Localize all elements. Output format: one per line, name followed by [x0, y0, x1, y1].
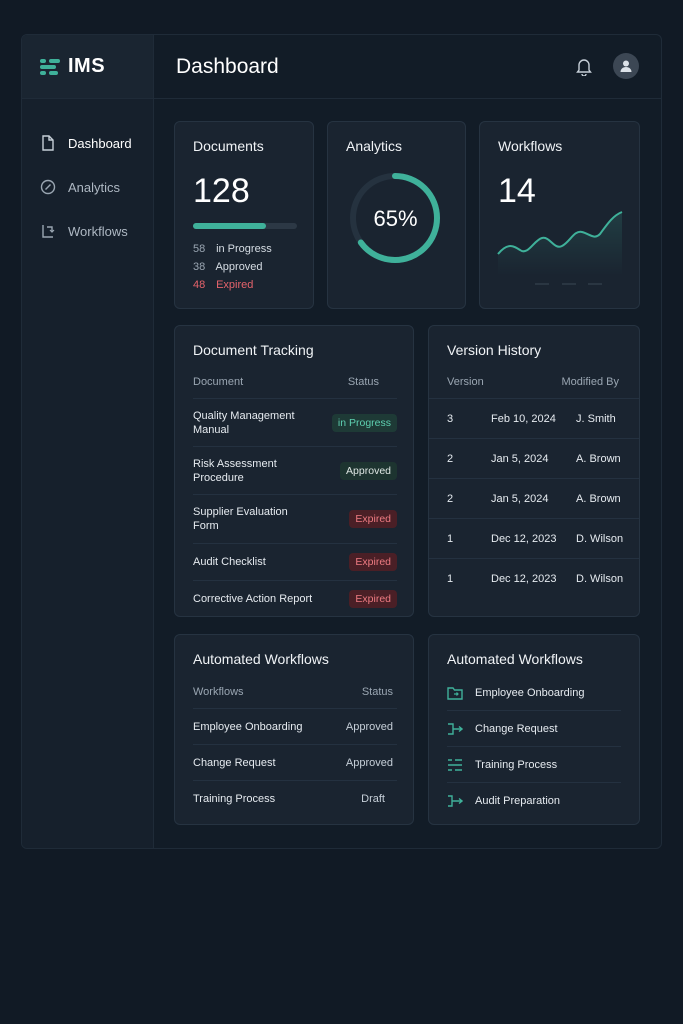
documents-progress — [193, 223, 297, 229]
automated-workflows-title: Automated Workflows — [193, 651, 329, 667]
table-row[interactable]: Audit Checklist Expired — [193, 543, 397, 580]
workflows-sparkline — [497, 211, 623, 285]
table-row[interactable]: Risk Assessment Procedure Approved — [193, 446, 397, 494]
bell-icon[interactable] — [573, 55, 595, 77]
stat-approved: 38 Approved — [193, 261, 263, 273]
table-row[interactable]: Corrective Action Report Expired — [193, 580, 397, 617]
status-badge: Expired — [349, 553, 397, 571]
logo-icon — [40, 57, 60, 77]
sidebar-item-label: Dashboard — [68, 135, 132, 151]
version-history-title: Version History — [447, 342, 542, 358]
documents-total: 128 — [193, 172, 250, 210]
tracking-header: Document Status — [193, 376, 379, 388]
status-badge: Expired — [349, 590, 397, 608]
analytics-donut — [350, 173, 440, 263]
sidebar-nav: Dashboard Analytics Workflows — [22, 99, 153, 253]
table-row[interactable]: Employee Onboarding Approved — [193, 708, 397, 744]
folder-flow-icon — [447, 686, 463, 700]
sidebar-item-analytics[interactable]: Analytics — [22, 165, 153, 209]
sidebar-item-dashboard[interactable]: Dashboard — [22, 121, 153, 165]
compass-icon — [40, 179, 56, 195]
avatar[interactable] — [613, 53, 639, 79]
automated-workflows-table-card: Automated Workflows Workflows Status Emp… — [174, 634, 414, 825]
documents-title: Documents — [193, 138, 264, 154]
workflows-header: Workflows Status — [193, 686, 393, 698]
analytics-value: 65% — [373, 206, 418, 231]
version-header: Version Modified By — [447, 376, 619, 388]
table-row[interactable]: Supplier Evaluation Form Expired — [193, 494, 397, 543]
workflow-icon — [40, 223, 56, 239]
stat-expired: 48 Expired — [193, 279, 254, 291]
documents-card[interactable]: Documents 128 58 in Progress 38 Approved… — [174, 121, 314, 309]
sidebar-item-label: Workflows — [68, 223, 128, 239]
sidebar: IMS Dashboard Analytics Workflows — [22, 35, 154, 848]
workflows-title: Workflows — [498, 138, 563, 154]
table-row[interactable]: 1 Dec 12, 2023 D. Wilson — [429, 518, 639, 558]
list-flow-icon — [448, 758, 462, 771]
user-icon — [620, 60, 632, 72]
automated-workflows-list-title: Automated Workflows — [447, 651, 583, 667]
table-row[interactable]: Training Process Draft — [193, 780, 397, 816]
document-tracking-title: Document Tracking — [193, 342, 314, 358]
header: Dashboard — [154, 35, 661, 99]
status-badge: Expired — [349, 510, 397, 528]
status-text: Draft — [361, 792, 385, 805]
version-history-card: Version History Version Modified By 3 Fe… — [428, 325, 640, 617]
table-row[interactable]: Change Request Approved — [193, 744, 397, 780]
list-item[interactable]: Change Request — [447, 711, 621, 747]
app-window: IMS Dashboard Analytics Workflows — [21, 34, 662, 849]
branch-icon — [448, 722, 463, 735]
sidebar-item-label: Analytics — [68, 179, 121, 195]
automated-workflows-list-card: Automated Workflows Employee Onboarding … — [428, 634, 640, 825]
stat-in-progress: 58 in Progress — [193, 243, 272, 255]
document-icon — [40, 135, 56, 151]
workflows-count: 14 — [498, 172, 536, 210]
table-row[interactable]: Quality Management Manual in Progress — [193, 398, 397, 446]
status-badge: in Progress — [331, 413, 397, 432]
list-item[interactable]: Employee Onboarding — [447, 675, 621, 711]
documents-progress-fill — [193, 223, 266, 229]
page-title: Dashboard — [176, 54, 279, 78]
table-row[interactable]: 2 Jan 5, 2024 A. Brown — [429, 478, 639, 518]
table-row[interactable]: 1 Dec 12, 2023 D. Wilson — [429, 558, 639, 598]
logo[interactable]: IMS — [22, 35, 153, 99]
table-row[interactable]: 2 Jan 5, 2024 A. Brown — [429, 438, 639, 478]
document-tracking-card: Document Tracking Document Status Qualit… — [174, 325, 414, 617]
app-name: IMS — [68, 55, 106, 77]
merge-icon — [448, 795, 463, 807]
status-badge: Approved — [340, 461, 397, 480]
analytics-donut-arc — [350, 173, 440, 263]
analytics-title: Analytics — [346, 138, 403, 154]
status-text: Approved — [345, 720, 393, 733]
sidebar-item-workflows[interactable]: Workflows — [22, 209, 153, 253]
analytics-card[interactable]: Analytics 65% — [327, 121, 466, 309]
status-text: Approved — [345, 756, 393, 769]
table-row[interactable]: 3 Feb 10, 2024 J. Smith — [429, 398, 639, 438]
list-item[interactable]: Audit Preparation — [447, 783, 621, 819]
workflows-card[interactable]: Workflows 14 — [479, 121, 640, 309]
list-item[interactable]: Training Process — [447, 747, 621, 783]
